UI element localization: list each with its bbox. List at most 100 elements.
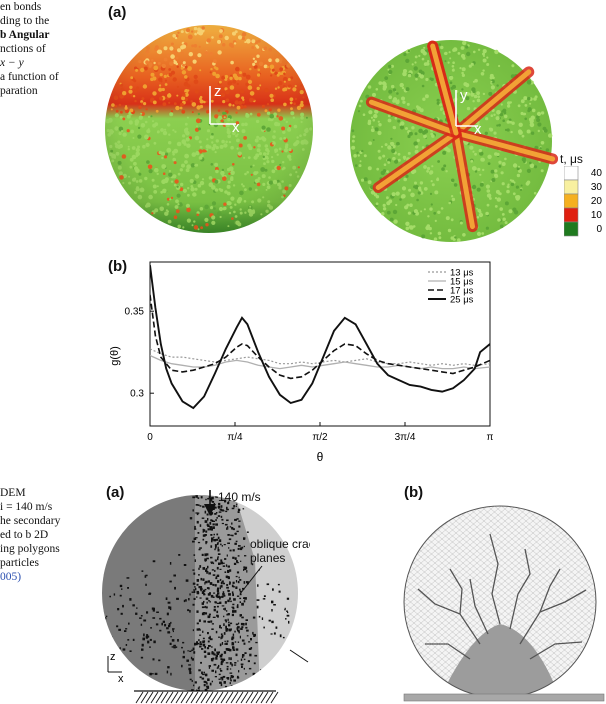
fragment <box>204 559 207 562</box>
particle <box>523 96 528 101</box>
fragment <box>210 620 213 623</box>
fragment <box>204 673 208 677</box>
fragment <box>119 594 122 597</box>
fragment <box>229 622 233 625</box>
fragment <box>244 566 248 569</box>
fragment <box>228 547 230 549</box>
fragment <box>215 657 218 660</box>
particle <box>394 159 399 164</box>
fragment <box>216 605 219 608</box>
particle <box>418 54 421 57</box>
fragment <box>209 635 211 639</box>
fragment <box>207 593 211 596</box>
fragment <box>141 570 144 572</box>
fragment <box>232 610 235 613</box>
fragment <box>105 615 108 617</box>
particle <box>444 60 447 63</box>
particle <box>502 119 505 122</box>
particle <box>474 78 478 83</box>
colorbar-tick-label: 30 <box>591 182 603 193</box>
particle <box>499 207 503 211</box>
fragment <box>239 635 241 639</box>
particle <box>529 119 534 124</box>
fragment <box>225 648 229 651</box>
particle <box>445 170 448 173</box>
particle <box>387 114 391 118</box>
fragment <box>170 636 172 638</box>
panel-a-label-top: (a) <box>108 4 127 21</box>
fragment <box>245 673 247 675</box>
fragment <box>223 615 225 618</box>
fragment <box>252 616 256 619</box>
particle <box>496 152 500 157</box>
fragment <box>227 687 230 690</box>
fragment <box>234 542 237 545</box>
fragment <box>216 588 219 591</box>
fragment <box>167 601 171 604</box>
fragment <box>199 641 202 644</box>
fragment <box>200 661 202 664</box>
fragment <box>220 683 223 687</box>
particle <box>419 188 422 192</box>
fragment <box>238 520 241 522</box>
fragment <box>212 616 216 618</box>
fragment <box>227 613 230 616</box>
caption-line: i = 140 m/s <box>0 501 53 513</box>
fragment <box>189 671 192 675</box>
fragment <box>205 569 208 573</box>
caption-line: b Angular <box>0 29 50 41</box>
fragment <box>191 689 194 691</box>
particle <box>424 94 429 99</box>
particle <box>386 170 389 174</box>
particle <box>386 196 389 200</box>
particle <box>387 68 390 71</box>
particle <box>407 151 411 155</box>
fragment <box>201 602 204 605</box>
particle <box>498 123 501 127</box>
fragment <box>210 545 213 548</box>
particle <box>372 139 375 141</box>
particle <box>502 217 506 221</box>
fragment <box>234 641 237 643</box>
particle <box>539 147 542 150</box>
fragment <box>216 542 219 546</box>
fragment <box>232 676 234 679</box>
fragment <box>139 617 142 619</box>
fragment <box>213 608 216 612</box>
fragment <box>241 655 244 659</box>
fragment <box>210 519 213 522</box>
fragment <box>232 603 235 606</box>
fragment <box>253 633 256 637</box>
fragment <box>214 648 216 652</box>
particle <box>358 164 362 168</box>
particle <box>437 210 441 214</box>
fragment <box>206 513 209 516</box>
fragment <box>212 526 215 529</box>
particle <box>372 92 376 97</box>
particle <box>377 130 382 136</box>
particle <box>395 99 400 105</box>
fragment <box>211 537 214 541</box>
fragment <box>235 648 239 651</box>
fragment <box>155 623 159 626</box>
fragment <box>215 630 218 634</box>
fragment <box>191 649 194 651</box>
fragment <box>201 671 203 675</box>
particle <box>454 236 457 239</box>
fragment <box>278 590 281 593</box>
panel-a-label-bottom: (a) <box>106 484 125 501</box>
sphere-view-xz: z x <box>105 25 313 233</box>
particle <box>451 68 455 72</box>
fragment <box>122 604 124 608</box>
particle <box>409 225 414 230</box>
particle <box>370 190 376 195</box>
particle <box>378 123 382 127</box>
fragment <box>168 623 171 626</box>
fragment <box>237 555 240 557</box>
fragment <box>219 596 222 598</box>
particle <box>445 216 450 221</box>
particle <box>361 149 364 153</box>
particle <box>406 102 410 106</box>
fragment <box>169 580 172 583</box>
fragment <box>210 658 214 661</box>
